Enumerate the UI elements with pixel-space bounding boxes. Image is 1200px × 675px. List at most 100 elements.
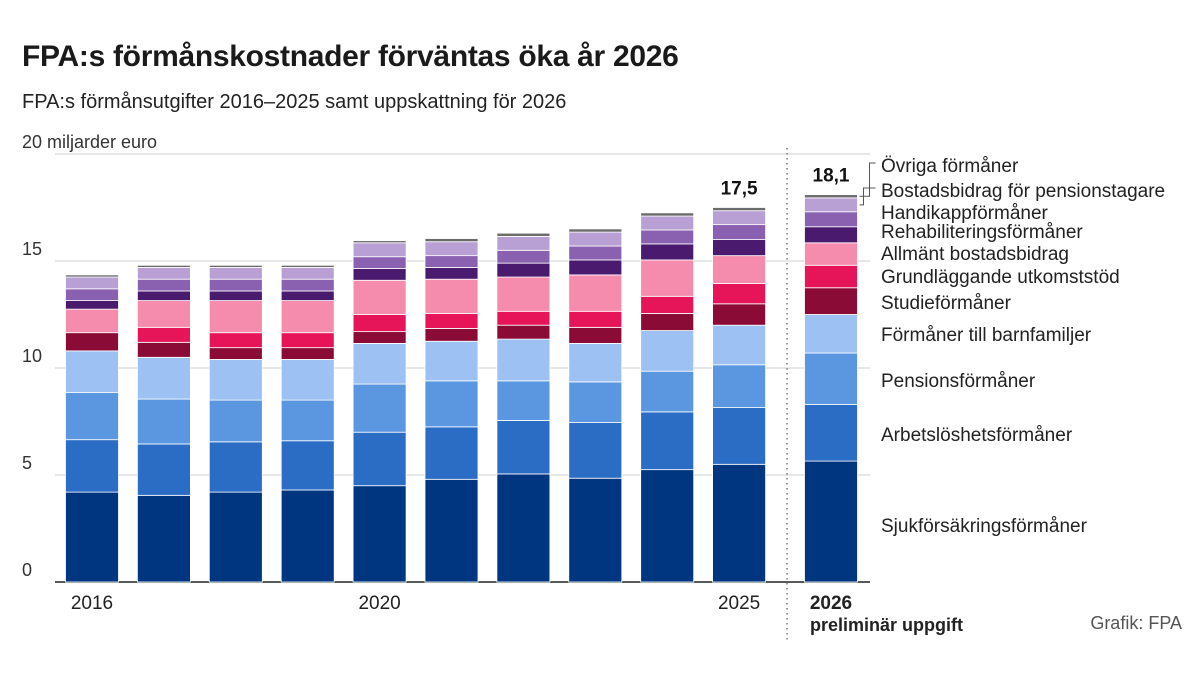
y-tick-label: 10: [22, 346, 42, 366]
bar-segment: [424, 278, 479, 314]
bar-segment: [65, 439, 119, 493]
y-tick-label: 20 miljarder euro: [22, 132, 157, 152]
bar-segment: [712, 210, 766, 226]
bar-segment: [280, 489, 335, 583]
bar-segment: [804, 403, 858, 462]
bar-segment: [208, 347, 263, 360]
bar-segment: [65, 308, 119, 334]
bar-segment: [712, 463, 766, 583]
total-label: 17,5: [721, 179, 758, 200]
bar-segment: [136, 326, 191, 343]
bar-segment: [208, 441, 263, 493]
bar-segment: [280, 290, 335, 301]
bar-segment: [136, 443, 191, 496]
bar-segment: [712, 364, 766, 408]
x-tick-label: 2026: [810, 593, 852, 614]
bar-segment: [568, 326, 623, 344]
bar-segment: [136, 267, 191, 280]
leader-line: [859, 162, 876, 197]
legend-label: Handikappförmåner: [881, 203, 1049, 224]
bar-segment: [568, 477, 623, 583]
bar-segment: [568, 422, 623, 479]
bar-segment: [496, 324, 551, 340]
bar-segment: [712, 255, 766, 284]
bar-segment: [640, 370, 695, 413]
bar-segment: [208, 359, 263, 401]
bar-segment: [352, 485, 407, 583]
bar-segment: [280, 278, 335, 292]
bar-segment: [65, 491, 119, 583]
bar-segment: [424, 426, 479, 480]
bar-segment: [352, 431, 407, 487]
bar-segment: [712, 207, 766, 212]
bar-segment: [712, 224, 766, 240]
bar-segment: [568, 381, 623, 423]
bar-segment: [352, 240, 407, 244]
legend-label: Sjukförsäkringsförmåner: [881, 516, 1088, 537]
bar-segment: [280, 332, 335, 349]
x-axis-ticks: 2016 2020 2025 2026: [71, 593, 852, 614]
bar-segment: [712, 303, 766, 326]
bar-segment: [424, 241, 479, 257]
legend-label: Allmänt bostadsbidrag: [881, 244, 1069, 265]
bar-segment: [136, 356, 191, 400]
bar-segment: [352, 383, 407, 433]
bar-segment: [280, 300, 335, 334]
bar-segment: [496, 249, 551, 264]
bar-segment: [65, 392, 119, 441]
bar-segment: [568, 274, 623, 312]
bar-segment: [280, 399, 335, 442]
bar-segment: [352, 342, 407, 385]
chart-subtitle: FPA:s förmånsutgifter 2016–2025 samt upp…: [22, 91, 567, 113]
bar-segment: [208, 267, 263, 280]
bar-segment: [424, 478, 479, 583]
bar-segment: [640, 212, 695, 217]
bar-segment: [424, 313, 479, 329]
bar-segment: [804, 197, 858, 213]
bar-segment: [712, 283, 766, 305]
bar-segment: [65, 332, 119, 352]
chart-title: FPA:s förmånskostnader förväntas öka år …: [22, 40, 679, 73]
bar-segment: [804, 460, 858, 583]
legend-label: Arbetslöshetsförmåner: [881, 425, 1073, 446]
bar-segment: [208, 264, 263, 268]
bar-segment: [424, 340, 479, 382]
bar-segment: [640, 243, 695, 261]
bar-segment: [804, 242, 858, 266]
bar-segment: [496, 276, 551, 312]
legend-label: Rehabiliteringsförmåner: [881, 222, 1083, 243]
bar-segment: [640, 215, 695, 231]
bar-segment: [65, 276, 119, 290]
bar-segment: [280, 267, 335, 280]
bar-segment: [136, 494, 191, 583]
bars: [65, 194, 858, 583]
legend-label: Bostadsbidrag för pensionstagare: [881, 181, 1165, 202]
bar-segment: [640, 411, 695, 471]
bar-segment: [208, 332, 263, 349]
bar-segment: [568, 231, 623, 247]
bar-segment: [424, 267, 479, 280]
bar-segment: [568, 342, 623, 383]
bar-segment: [496, 380, 551, 421]
bar-segment: [280, 440, 335, 491]
y-tick-label: 0: [22, 560, 32, 580]
bar-segment: [352, 268, 407, 281]
bar-segment: [712, 407, 766, 465]
bar-segment: [136, 300, 191, 328]
bar-segment: [136, 278, 191, 292]
bar-segment: [496, 473, 551, 583]
bar-segment: [568, 245, 623, 261]
bar-segment: [136, 341, 191, 358]
bar-segment: [280, 264, 335, 268]
preliminary-note: preliminär uppgift: [810, 615, 963, 635]
legend-label: Förmåner till barnfamiljer: [881, 325, 1092, 346]
bar-segment: [640, 229, 695, 245]
legend-label: Övriga förmåner: [881, 156, 1019, 177]
bar-segment: [280, 347, 335, 360]
bar-segment: [496, 420, 551, 475]
bar-segment: [804, 314, 858, 354]
bar-segment: [640, 259, 695, 297]
leader-line: [859, 187, 876, 206]
bar-segment: [208, 300, 263, 334]
